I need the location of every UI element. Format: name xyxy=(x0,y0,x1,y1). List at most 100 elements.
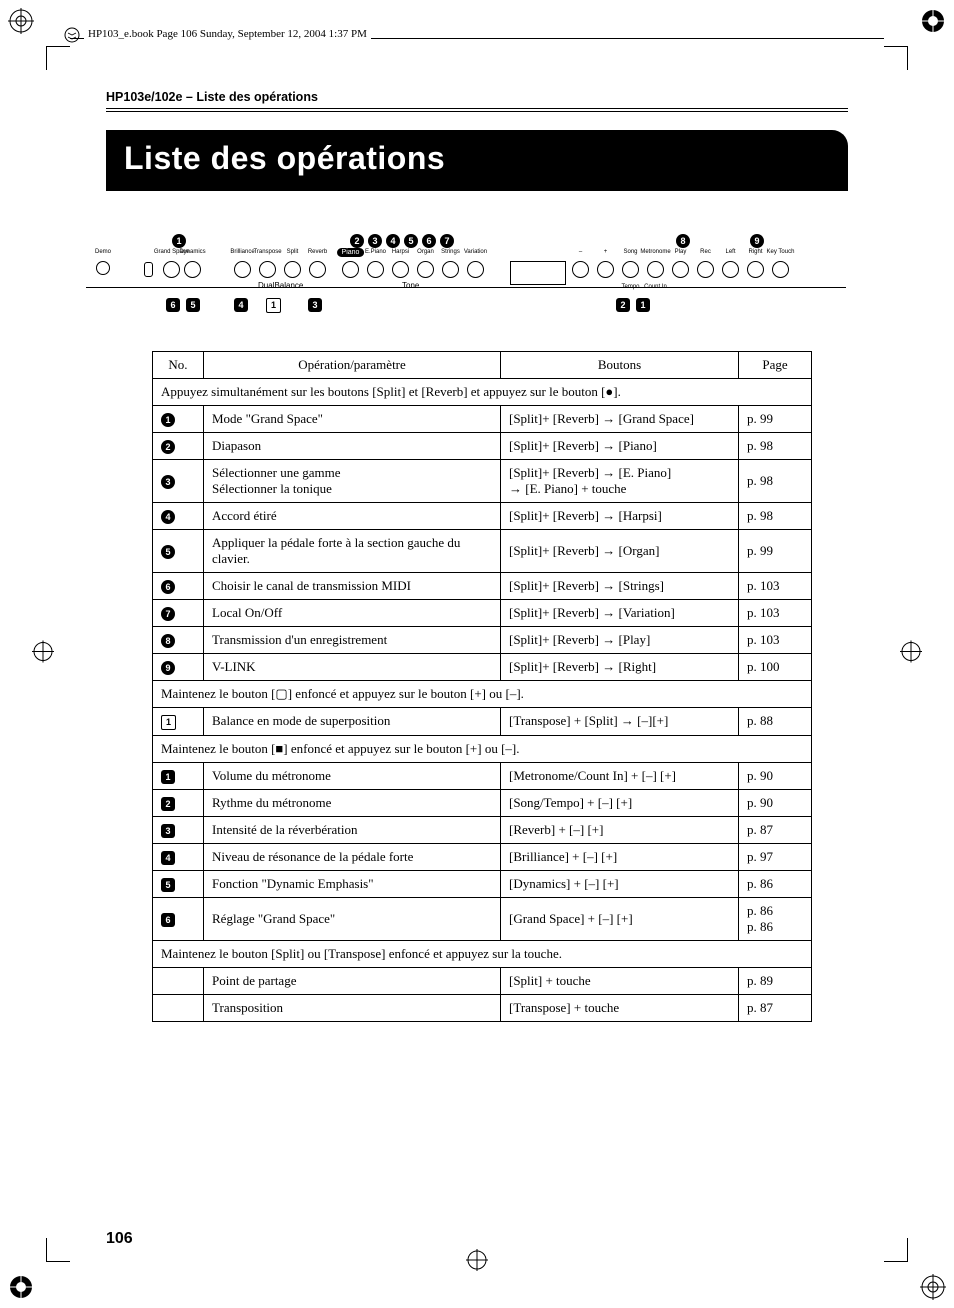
cell-op: Choisir le canal de transmission MIDI xyxy=(204,573,501,600)
crop-cross-icon xyxy=(900,641,922,668)
panel-label: Transpose xyxy=(253,249,281,255)
table-row: 6Réglage "Grand Space"[Grand Space] + [–… xyxy=(153,897,812,940)
panel-button-icon xyxy=(392,261,409,278)
ref-marker: 4 xyxy=(161,851,175,865)
col-op: Opération/paramètre xyxy=(204,352,501,379)
cell-btn: [Split] + touche xyxy=(501,967,739,994)
panel-label: Harpsi xyxy=(392,249,409,255)
table-row: 4Accord étiré[Split]+ [Reverb] → [Harpsi… xyxy=(153,503,812,530)
panel-button-icon xyxy=(234,261,251,278)
panel-label: Key Touch xyxy=(767,249,795,255)
cell-op: Intensité de la réverbération xyxy=(204,816,501,843)
table-row: 1Balance en mode de superposition[Transp… xyxy=(153,708,812,736)
cell-op: Niveau de résonance de la pédale forte xyxy=(204,843,501,870)
registration-mark-icon xyxy=(920,1274,946,1300)
section-text: Appuyez simultanément sur les boutons [S… xyxy=(153,379,812,406)
section-text: Maintenez le bouton [Split] ou [Transpos… xyxy=(153,940,812,967)
cell-pg: p. 103 xyxy=(739,573,812,600)
ref-rsq: 4 xyxy=(234,295,248,313)
display-icon xyxy=(510,261,566,285)
panel-button-icon xyxy=(442,261,459,278)
document-page: HP103_e.book Page 106 Sunday, September … xyxy=(0,0,954,1308)
page-content: HP103e/102e – Liste des opérations Liste… xyxy=(106,90,848,1022)
cell-op: Fonction "Dynamic Emphasis" xyxy=(204,870,501,897)
panel-button-icon xyxy=(672,261,689,278)
panel-button-icon xyxy=(467,261,484,278)
cell-op: Réglage "Grand Space" xyxy=(204,897,501,940)
panel-label: – xyxy=(579,249,582,255)
panel-button-icon xyxy=(572,261,589,278)
cell-btn: [Dynamics] + [–] [+] xyxy=(501,870,739,897)
ref-marker: 5 xyxy=(161,545,175,559)
table-row: Point de partage[Split] + touchep. 89 xyxy=(153,967,812,994)
panel-label: E.Piano xyxy=(365,249,386,255)
cell-pg: p. 98 xyxy=(739,460,812,503)
panel-sublabel: Count In xyxy=(644,284,667,290)
cell-pg: p. 87 xyxy=(739,816,812,843)
cell-op: Local On/Off xyxy=(204,600,501,627)
cell-no: 8 xyxy=(153,627,204,654)
ref-rsq: 6 xyxy=(166,295,180,313)
cell-pg: p. 90 xyxy=(739,789,812,816)
cell-op: Transmission d'un enregistrement xyxy=(204,627,501,654)
cell-pg: p. 86 xyxy=(739,870,812,897)
cell-no: 1 xyxy=(153,762,204,789)
registration-mark-icon xyxy=(920,8,946,34)
table-row: 3Sélectionner une gammeSélectionner la t… xyxy=(153,460,812,503)
cell-btn: [Split]+ [Reverb] → [Strings] xyxy=(501,573,739,600)
cell-btn: [Song/Tempo] + [–] [+] xyxy=(501,789,739,816)
table-row: 3Intensité de la réverbération[Reverb] +… xyxy=(153,816,812,843)
panel-label: + xyxy=(604,249,608,255)
crop-corner-icon xyxy=(46,1238,70,1262)
panel-button-icon xyxy=(184,261,201,278)
panel-label: Metronome xyxy=(640,249,670,255)
ref-marker: 6 xyxy=(161,580,175,594)
cell-pg: p. 98 xyxy=(739,503,812,530)
registration-mark-icon xyxy=(8,1274,34,1300)
cell-pg: p. 99 xyxy=(739,530,812,573)
ref-circle: 5 xyxy=(404,231,418,249)
ref-circle: 7 xyxy=(440,231,454,249)
panel-button-icon xyxy=(697,261,714,278)
ref-marker: 5 xyxy=(161,878,175,892)
section-text: Maintenez le bouton [■] enfoncé et appuy… xyxy=(153,735,812,762)
cell-pg: p. 99 xyxy=(739,406,812,433)
cell-no: 6 xyxy=(153,897,204,940)
cell-no: 7 xyxy=(153,600,204,627)
panel-button-icon xyxy=(163,261,180,278)
crop-corner-icon xyxy=(46,46,70,70)
cell-btn: [Split]+ [Reverb] → [Piano] xyxy=(501,433,739,460)
panel-sublabel: DualBalance xyxy=(258,281,303,290)
ref-marker: 3 xyxy=(161,824,175,838)
cell-no xyxy=(153,967,204,994)
section-row: Maintenez le bouton [Split] ou [Transpos… xyxy=(153,940,812,967)
panel-button-icon xyxy=(96,261,110,275)
section-row: Maintenez le bouton [■] enfoncé et appuy… xyxy=(153,735,812,762)
ref-marker: 3 xyxy=(161,475,175,489)
cell-pg: p. 87 xyxy=(739,994,812,1021)
cell-btn: [Split]+ [Reverb] → [Play] xyxy=(501,627,739,654)
led-icon xyxy=(144,262,153,277)
cell-btn: [Split]+ [Reverb] → [Harpsi] xyxy=(501,503,739,530)
ref-marker: 7 xyxy=(161,607,175,621)
crop-cross-icon xyxy=(466,1249,488,1276)
panel-label: Piano xyxy=(337,248,365,257)
cell-op: Mode "Grand Space" xyxy=(204,406,501,433)
cell-btn: [Brilliance] + [–] [+] xyxy=(501,843,739,870)
table-header-row: No. Opération/paramètre Boutons Page xyxy=(153,352,812,379)
panel-label: Variation xyxy=(464,249,487,255)
panel-label: Reverb xyxy=(308,249,327,255)
cell-no: 5 xyxy=(153,870,204,897)
panel-label: Song xyxy=(623,249,637,255)
cell-btn: [Split]+ [Reverb] → [Right] xyxy=(501,654,739,681)
table-row: 9V-LINK[Split]+ [Reverb] → [Right]p. 100 xyxy=(153,654,812,681)
cell-pg: p. 90 xyxy=(739,762,812,789)
cell-pg: p. 97 xyxy=(739,843,812,870)
table-row: 5Appliquer la pédale forte à la section … xyxy=(153,530,812,573)
cell-pg: p. 88 xyxy=(739,708,812,736)
ref-marker: 8 xyxy=(161,634,175,648)
cell-no: 3 xyxy=(153,460,204,503)
panel-button-icon xyxy=(747,261,764,278)
panel-button-icon xyxy=(622,261,639,278)
panel-button-icon xyxy=(342,261,359,278)
